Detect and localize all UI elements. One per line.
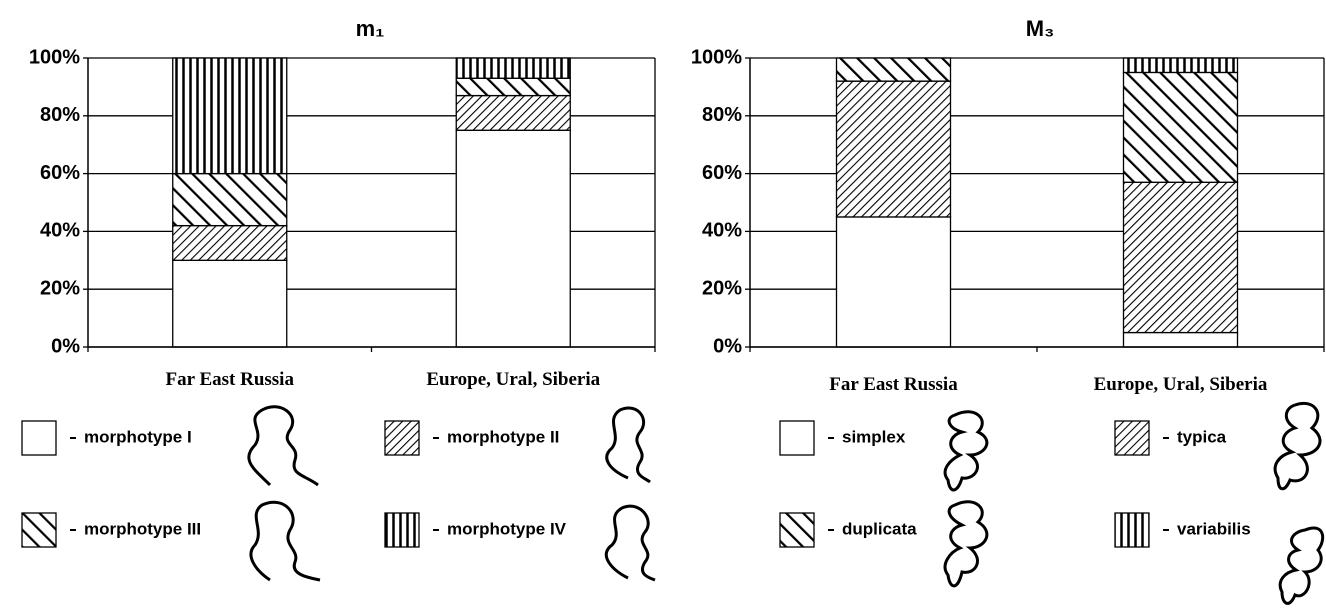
y-tick-label: 20% <box>40 277 80 299</box>
bar-segment <box>456 58 570 78</box>
legend-label: morphotype IV <box>447 519 567 538</box>
chart-title: m₁ <box>356 16 385 41</box>
legend-swatch <box>1115 513 1149 547</box>
bar-segment <box>173 226 287 261</box>
legend-label: typica <box>1177 427 1227 446</box>
legend-label: morphotype I <box>84 427 192 446</box>
chart-title: M₃ <box>1026 16 1055 41</box>
bar-segment <box>456 130 570 347</box>
y-tick-label: 20% <box>702 277 742 299</box>
figure: m₁ 0% 20% 40% 60% 80% 100% Far East Russia Europ… <box>0 0 1326 612</box>
y-tick-label: 40% <box>702 220 742 242</box>
x-tick-label: Far East Russia <box>829 374 958 395</box>
legend-swatch <box>22 421 56 455</box>
bar-segment <box>173 58 287 174</box>
legend-label: simplex <box>842 427 906 446</box>
legend-label: variabilis <box>1177 519 1251 538</box>
legend-swatch <box>22 513 56 547</box>
y-tick-label: 60% <box>702 162 742 184</box>
y-tick-label: 0% <box>51 335 80 357</box>
bar-segment <box>837 58 951 81</box>
legend-label: duplicata <box>842 519 917 538</box>
y-tick-label: 0% <box>713 335 742 357</box>
bar-segment <box>173 174 287 226</box>
y-tick-label: 60% <box>40 162 80 184</box>
legend-swatch <box>780 513 814 547</box>
y-tick-label: 100% <box>29 46 80 68</box>
bar-segment <box>173 260 287 347</box>
legend-swatch <box>385 421 419 455</box>
legend-label: morphotype III <box>84 519 201 538</box>
legend-label: morphotype II <box>447 427 559 446</box>
bar-segment <box>1124 58 1238 72</box>
y-tick-label: 80% <box>702 104 742 126</box>
x-tick-label: Far East Russia <box>166 369 295 390</box>
bar-segment <box>1124 333 1238 347</box>
legend-swatch <box>780 421 814 455</box>
y-tick-label: 80% <box>40 104 80 126</box>
bar-segment <box>456 96 570 131</box>
bar-segment <box>1124 182 1238 332</box>
legend-swatch <box>1115 421 1149 455</box>
y-tick-label: 40% <box>40 220 80 242</box>
x-tick-label: Europe, Ural, Siberia <box>426 369 600 390</box>
x-tick-label: Europe, Ural, Siberia <box>1094 374 1268 395</box>
y-tick-label: 100% <box>691 46 742 68</box>
bar-segment <box>456 78 570 95</box>
bar-segment <box>837 217 951 347</box>
bar-segment <box>1124 72 1238 182</box>
legend-swatch <box>385 513 419 547</box>
bar-segment <box>837 81 951 217</box>
